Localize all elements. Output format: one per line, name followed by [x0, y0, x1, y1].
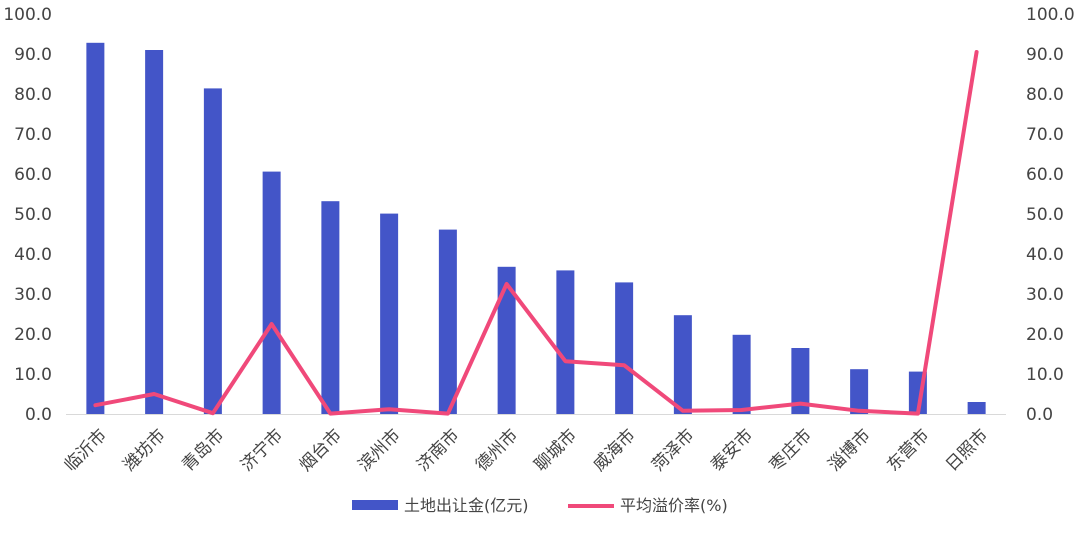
category-label: 滨州市 [354, 425, 404, 475]
right-tick-label: 20.0 [1026, 325, 1064, 345]
legend-label-bar: 土地出让金(亿元) [404, 496, 529, 515]
left-tick-label: 90.0 [14, 45, 52, 65]
bar [673, 315, 692, 414]
right-tick-label: 70.0 [1026, 125, 1064, 145]
category-label: 东营市 [883, 425, 933, 475]
bar-series [86, 42, 986, 415]
right-tick-label: 90.0 [1026, 45, 1064, 65]
bar [438, 229, 457, 414]
category-label: 潍坊市 [119, 425, 169, 475]
category-label: 淄博市 [824, 425, 874, 475]
left-tick-label: 10.0 [14, 365, 52, 385]
category-label: 枣庄市 [766, 425, 816, 475]
right-tick-label: 0.0 [1026, 405, 1053, 425]
left-tick-label: 70.0 [14, 125, 52, 145]
right-tick-label: 100.0 [1026, 5, 1075, 25]
left-tick-label: 30.0 [14, 285, 52, 305]
bar [556, 270, 575, 414]
legend-label-line: 平均溢价率(%) [620, 496, 728, 515]
legend: 土地出让金(亿元) 平均溢价率(%) [352, 496, 728, 515]
right-axis-ticks: 0.0 10.0 20.0 30.0 40.0 50.0 60.0 70.0 80.0 90.0 1… [1026, 5, 1075, 425]
bar [497, 266, 516, 414]
bar [321, 201, 340, 414]
category-label: 临沂市 [61, 425, 111, 475]
left-tick-label: 20.0 [14, 325, 52, 345]
bar [203, 88, 222, 415]
bar [262, 171, 281, 414]
bar [791, 348, 810, 414]
left-tick-label: 60.0 [14, 165, 52, 185]
category-label: 聊城市 [531, 425, 581, 475]
left-tick-label: 80.0 [14, 85, 52, 105]
right-tick-label: 80.0 [1026, 85, 1064, 105]
category-label: 菏泽市 [648, 425, 698, 475]
right-tick-label: 40.0 [1026, 245, 1064, 265]
bar [145, 50, 164, 414]
right-tick-label: 30.0 [1026, 285, 1064, 305]
category-label: 青岛市 [178, 425, 228, 475]
bar [86, 42, 105, 415]
left-tick-label: 0.0 [25, 405, 52, 425]
bar [967, 402, 986, 414]
right-tick-label: 60.0 [1026, 165, 1064, 185]
line-series [93, 50, 979, 416]
category-label: 济宁市 [237, 425, 287, 475]
left-tick-label: 100.0 [3, 5, 52, 25]
category-labels: 临沂市 潍坊市 青岛市 济宁市 烟台市 滨州市 济南市 德州市 聊城市 威海市 菏泽市 泰安市 枣庄市淄… [61, 425, 992, 475]
bar [850, 369, 869, 414]
bar [615, 282, 634, 414]
category-label: 济南市 [413, 425, 463, 475]
bar [732, 334, 751, 414]
category-label: 德州市 [472, 425, 522, 475]
left-tick-label: 50.0 [14, 205, 52, 225]
left-tick-label: 40.0 [14, 245, 52, 265]
category-label: 泰安市 [707, 425, 757, 475]
bar [380, 213, 399, 414]
category-label: 日照市 [942, 425, 992, 475]
right-tick-label: 10.0 [1026, 365, 1064, 385]
legend-swatch-bar [352, 500, 398, 510]
category-label: 烟台市 [296, 425, 346, 475]
left-axis-ticks: 0.0 10.0 20.0 30.0 40.0 50.0 60.0 70.0 80.0 90.0 1… [3, 5, 52, 425]
right-tick-label: 50.0 [1026, 205, 1064, 225]
category-label: 威海市 [589, 425, 639, 475]
